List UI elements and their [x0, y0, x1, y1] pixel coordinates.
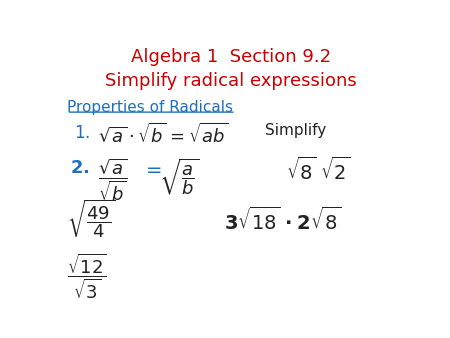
Text: $1.$: $1.$: [74, 124, 90, 142]
Text: $\sqrt{8}\;\sqrt{2}$: $\sqrt{8}\;\sqrt{2}$: [287, 156, 351, 184]
Text: $=\sqrt{ab}$: $=\sqrt{ab}$: [166, 123, 228, 147]
Text: $\sqrt{\dfrac{a}{b}}$: $\sqrt{\dfrac{a}{b}}$: [159, 156, 199, 197]
Text: Algebra 1  Section 9.2: Algebra 1 Section 9.2: [130, 48, 331, 66]
Text: Properties of Radicals: Properties of Radicals: [67, 100, 233, 115]
Text: Simplify radical expressions: Simplify radical expressions: [105, 72, 356, 90]
Text: $\dfrac{\sqrt{a}}{\sqrt{b}}$: $\dfrac{\sqrt{a}}{\sqrt{b}}$: [98, 156, 127, 203]
Text: $\mathbf{2.}$: $\mathbf{2.}$: [70, 159, 90, 177]
Text: $\sqrt{a}\cdot\sqrt{b}$: $\sqrt{a}\cdot\sqrt{b}$: [98, 123, 167, 146]
Text: $\sqrt{\dfrac{49}{4}}$: $\sqrt{\dfrac{49}{4}}$: [67, 198, 115, 240]
Text: $\dfrac{\sqrt{12}}{\sqrt{3}}$: $\dfrac{\sqrt{12}}{\sqrt{3}}$: [67, 251, 107, 301]
Text: Simplify: Simplify: [266, 123, 327, 138]
Text: $=$: $=$: [142, 159, 162, 178]
Text: $\mathbf{3}\sqrt{18}\;\boldsymbol{\cdot}\;\mathbf{2}\sqrt{8}$: $\mathbf{3}\sqrt{18}\;\boldsymbol{\cdot}…: [224, 207, 341, 234]
